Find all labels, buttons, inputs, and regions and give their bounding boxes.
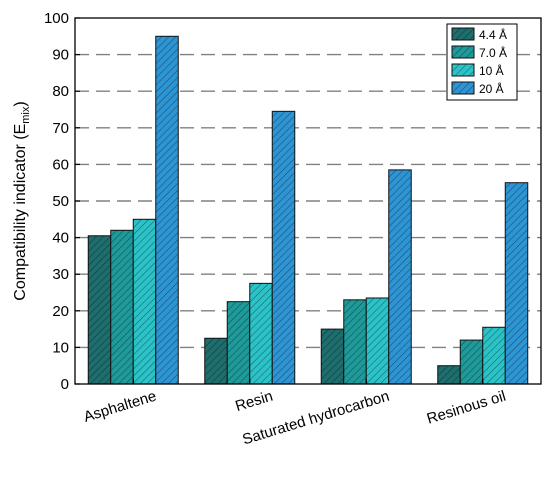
legend-label: 20 Å <box>479 81 504 96</box>
bar <box>132 218 157 385</box>
y-tick-label: 50 <box>52 193 69 210</box>
bars <box>87 35 529 385</box>
legend-label: 4.4 Å <box>479 27 507 42</box>
legend-swatch <box>451 63 475 77</box>
y-axis-label-suffix: ) <box>12 101 29 106</box>
bar <box>504 182 529 385</box>
legend-swatch <box>451 27 475 41</box>
y-tick-label: 40 <box>52 230 69 247</box>
y-axis-ticks: 0 10 20 30 40 50 60 70 80 90 100 <box>44 10 80 393</box>
y-axis-label-subscript: mix <box>20 106 32 124</box>
y-tick-label: 20 <box>52 303 69 320</box>
x-category-label: Asphaltene <box>82 388 159 426</box>
bar <box>343 299 367 385</box>
y-axis-label-main: Compatibility indicator (E <box>12 124 29 301</box>
y-axis-label: Compatibility indicator (Emix) <box>12 101 32 300</box>
bar <box>482 326 506 385</box>
y-tick-label: 30 <box>52 266 69 283</box>
y-tick-label: 0 <box>61 376 69 393</box>
x-category-label: Resinous oil <box>425 388 508 428</box>
bar <box>271 110 296 385</box>
bar <box>388 169 412 385</box>
legend-label: 10 Å <box>479 63 504 78</box>
y-tick-label: 80 <box>52 83 69 100</box>
bar <box>437 365 461 385</box>
x-category-label: Resin <box>233 388 275 415</box>
bar <box>249 282 273 385</box>
legend-label: 7.0 Å <box>479 45 507 60</box>
bar <box>365 297 390 385</box>
y-tick-label: 60 <box>52 156 69 173</box>
bar <box>155 35 179 385</box>
bar <box>320 328 345 385</box>
y-tick-label: 70 <box>52 120 69 137</box>
bar <box>459 339 484 385</box>
bar <box>87 235 112 385</box>
legend: 4.4 Å 7.0 Å 10 Å 20 Å <box>446 23 518 101</box>
y-tick-label: 90 <box>52 47 69 64</box>
bar <box>226 301 251 385</box>
y-tick-label: 100 <box>44 10 69 27</box>
bar <box>204 337 228 385</box>
bar <box>110 229 134 385</box>
legend-swatch <box>451 45 475 59</box>
y-tick-label: 10 <box>52 339 69 356</box>
legend-swatch <box>451 81 475 95</box>
